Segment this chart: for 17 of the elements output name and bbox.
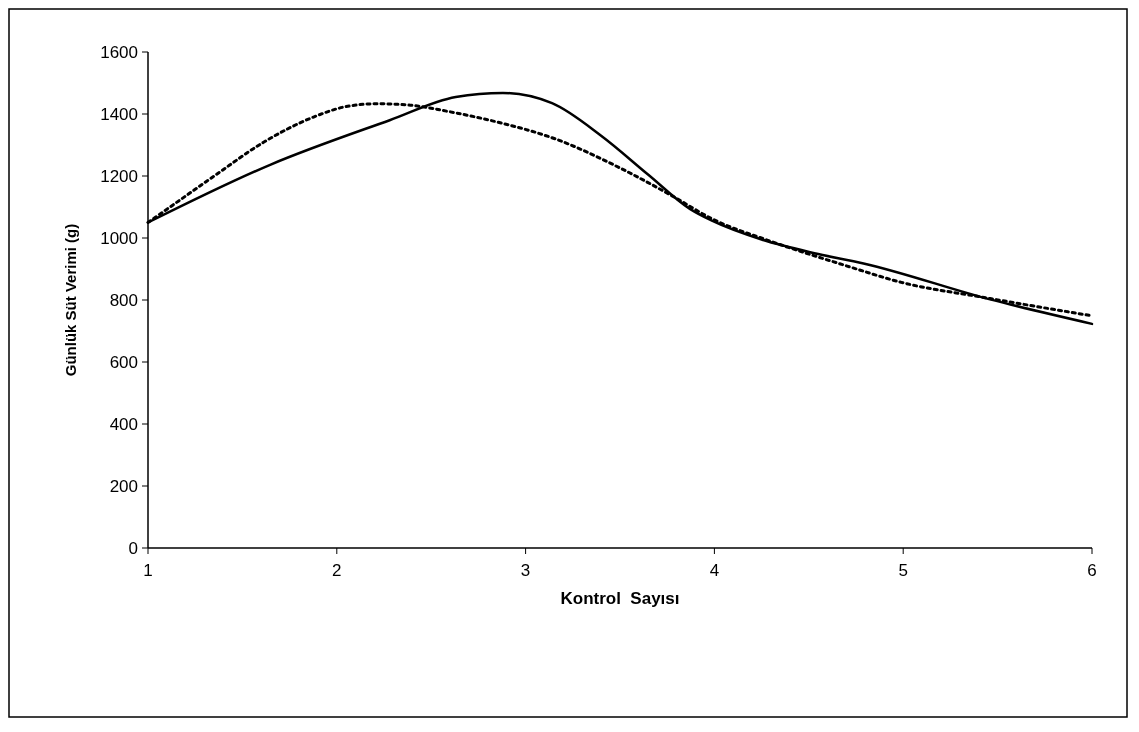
y-tick-label: 1000 (100, 228, 138, 248)
y-tick-label: 800 (109, 290, 138, 310)
x-axis-title: Kontrol Sayısı (560, 589, 680, 608)
x-tick-label: 2 (332, 561, 342, 580)
y-tick-label: 1400 (100, 104, 138, 124)
y-tick-label: 1600 (100, 42, 138, 62)
x-tick-label: 1 (143, 561, 153, 580)
y-tick-label: 600 (109, 352, 138, 372)
y-tick-label: 0 (128, 538, 138, 558)
y-tick-label: 1200 (100, 166, 138, 186)
x-tick-label: 5 (898, 561, 908, 580)
x-tick-label: 4 (709, 561, 720, 580)
x-tick-label: 3 (520, 561, 531, 580)
y-tick-label: 200 (109, 476, 138, 496)
y-axis-title: Günlük Süt Verimi (g) (62, 223, 79, 377)
x-tick-label: 6 (1087, 561, 1097, 580)
y-tick-label: 400 (109, 414, 138, 434)
